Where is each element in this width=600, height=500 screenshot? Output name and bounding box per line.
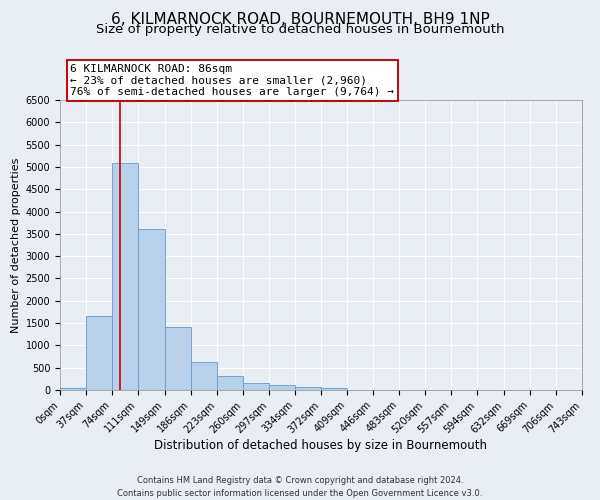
Bar <box>295 388 322 390</box>
Bar <box>86 316 112 390</box>
Text: 6 KILMARNOCK ROAD: 86sqm
← 23% of detached houses are smaller (2,960)
76% of sem: 6 KILMARNOCK ROAD: 86sqm ← 23% of detach… <box>70 64 394 97</box>
Bar <box>242 383 269 390</box>
Text: 6, KILMARNOCK ROAD, BOURNEMOUTH, BH9 1NP: 6, KILMARNOCK ROAD, BOURNEMOUTH, BH9 1NP <box>110 12 490 28</box>
Bar <box>112 164 138 390</box>
Text: Contains HM Land Registry data © Crown copyright and database right 2024.
Contai: Contains HM Land Registry data © Crown c… <box>118 476 482 498</box>
X-axis label: Distribution of detached houses by size in Bournemouth: Distribution of detached houses by size … <box>155 439 487 452</box>
Bar <box>60 388 86 390</box>
Bar <box>269 385 295 390</box>
Y-axis label: Number of detached properties: Number of detached properties <box>11 158 22 332</box>
Bar <box>217 376 242 390</box>
Bar <box>322 388 347 390</box>
Text: Size of property relative to detached houses in Bournemouth: Size of property relative to detached ho… <box>96 22 504 36</box>
Bar <box>191 362 217 390</box>
Bar <box>138 230 164 390</box>
Bar <box>164 326 191 390</box>
